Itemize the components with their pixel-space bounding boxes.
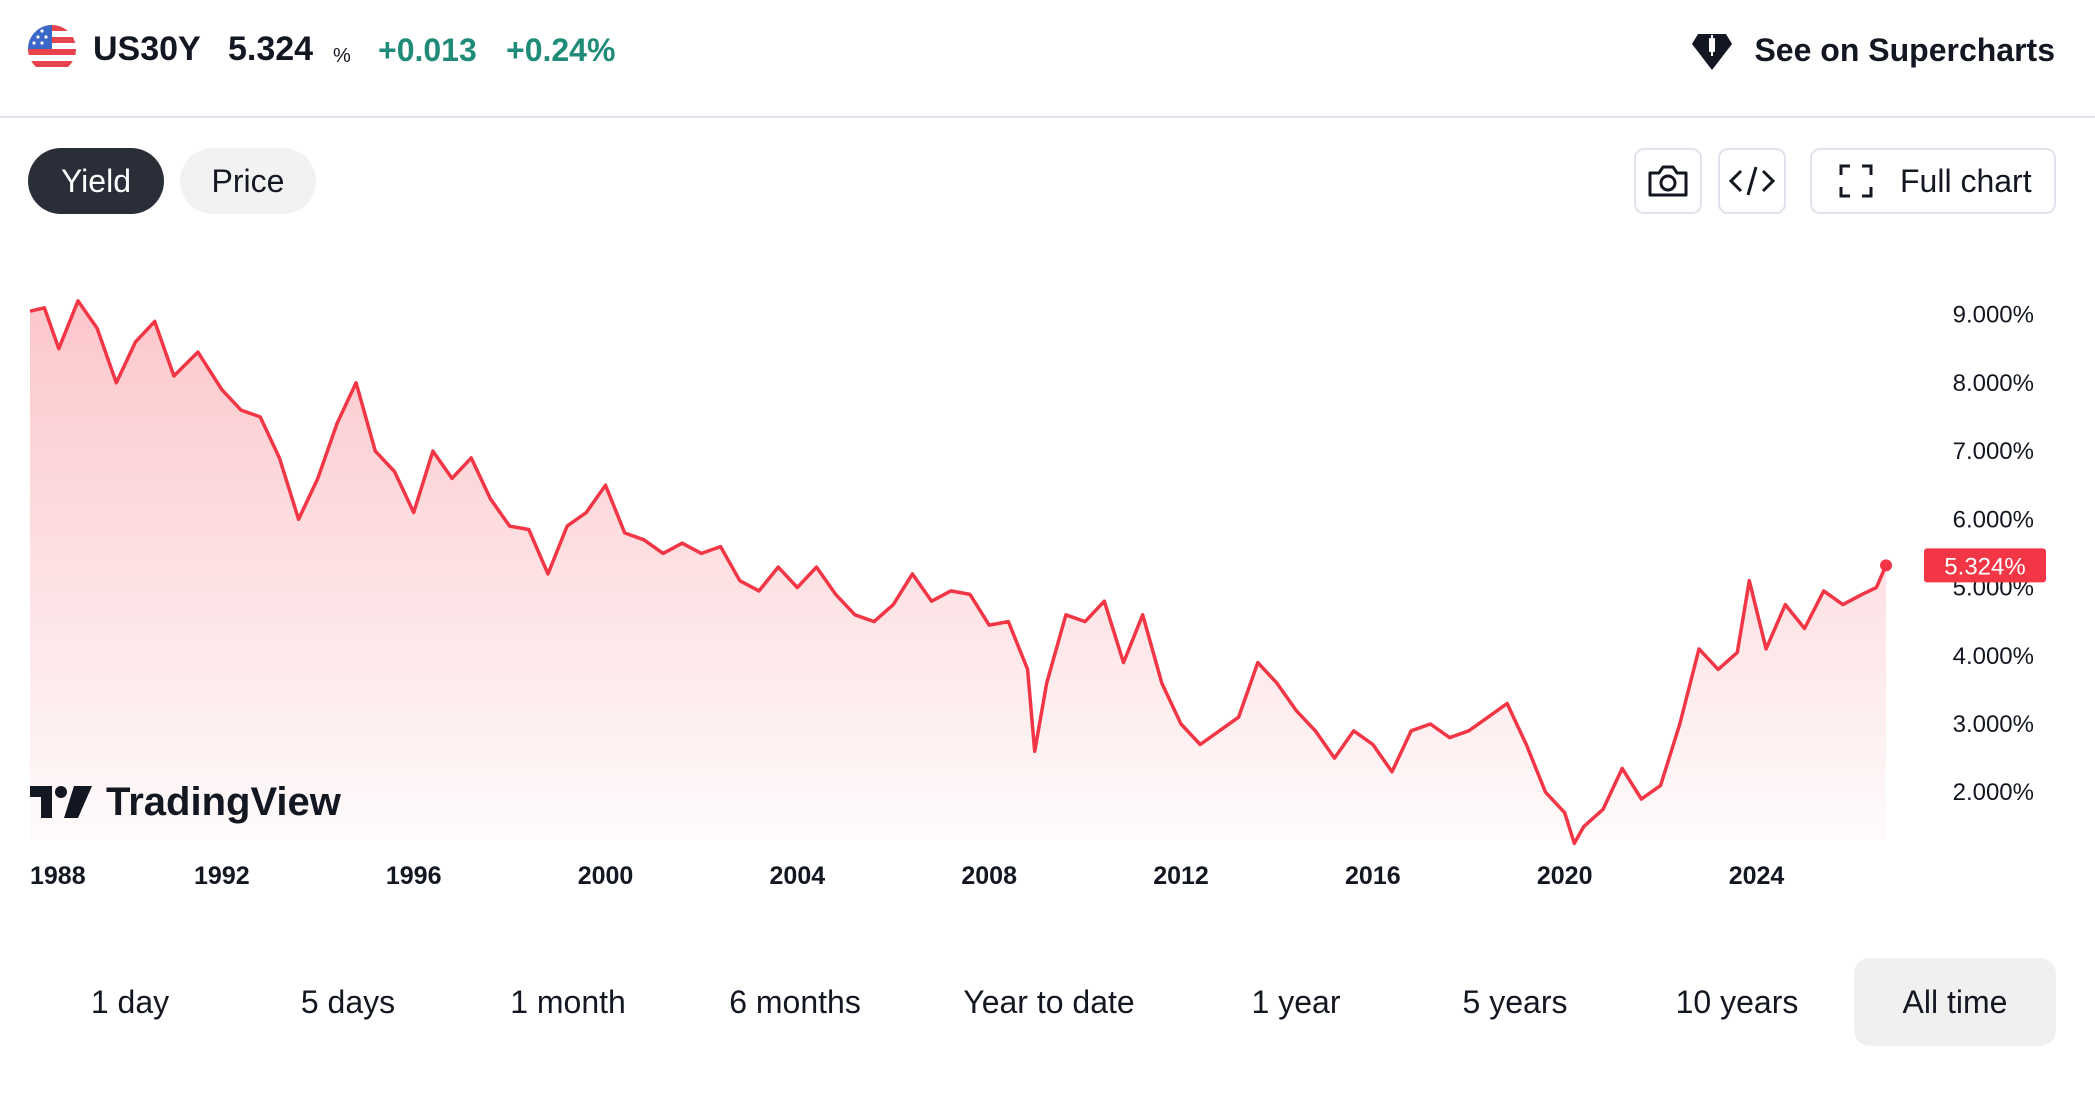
us-flag-icon [28,25,76,73]
symbol-header: US30Y 5.324 % +0.013 +0.24% See on Super… [0,0,2095,118]
supercharts-label: See on Supercharts [1754,31,2055,68]
x-tick-label: 1996 [386,862,442,890]
x-tick-label: 1988 [30,862,86,890]
y-tick-label: 6.000% [1953,506,2034,533]
x-tick-label: 2012 [1153,862,1209,890]
range-button[interactable]: Year to date [963,983,1135,1020]
y-tick-label: 4.000% [1953,643,2034,670]
last-value-label: 5.324% [1944,553,2025,580]
x-tick-label: 2000 [578,862,634,890]
range-button[interactable]: All time [1854,958,2056,1046]
range-button[interactable]: 6 months [729,983,861,1020]
camera-icon [1648,165,1688,197]
range-button[interactable]: 1 year [1251,983,1341,1020]
x-tick-label: 2004 [770,862,826,890]
range-button[interactable]: 10 years [1675,983,1799,1020]
yield-chart[interactable]: 9.000%8.000%7.000%6.000%5.000%4.000%3.00… [0,250,2095,910]
last-point-marker [1880,559,1893,572]
tradingview-logo-icon [30,785,92,818]
last-value: 5.324 [228,30,314,68]
code-icon [1728,166,1776,196]
full-chart-label: Full chart [1900,162,2032,199]
y-tick-label: 2.000% [1953,779,2034,806]
supercharts-icon [1692,34,1733,70]
x-tick-label: 1992 [194,862,250,890]
y-tick-label: 7.000% [1953,438,2034,465]
symbol-ticker: US30Y [93,30,201,68]
price-toggle-button[interactable]: Price [180,148,316,214]
embed-code-button[interactable] [1718,148,1786,214]
see-on-supercharts-link[interactable]: See on Supercharts [1688,22,2055,78]
range-button[interactable]: 5 days [300,983,396,1020]
range-button[interactable]: 1 month [510,983,626,1020]
x-tick-label: 2020 [1537,862,1593,890]
x-tick-label: 2008 [961,862,1017,890]
tradingview-logo: TradingView [30,780,341,825]
unit-label: % [333,45,351,67]
yield-toggle-button[interactable]: Yield [28,148,164,214]
full-chart-button[interactable]: Full chart [1810,148,2056,214]
x-tick-label: 2016 [1345,862,1401,890]
y-tick-label: 9.000% [1953,302,2034,329]
change-percent: +0.24% [506,32,616,68]
range-button[interactable]: 5 years [1462,983,1568,1020]
y-tick-label: 3.000% [1953,711,2034,738]
range-button[interactable]: 1 day [90,983,170,1020]
x-tick-label: 2024 [1729,862,1785,890]
change-value: +0.013 [378,32,477,68]
yield-area [30,300,1886,844]
fullscreen-icon [1839,164,1873,198]
yield-line [29,299,1888,846]
last-value-label-bg [1924,548,2046,583]
y-tick-label: 8.000% [1953,370,2034,397]
tradingview-wordmark: TradingView [106,780,341,824]
snapshot-button[interactable] [1634,148,1702,214]
